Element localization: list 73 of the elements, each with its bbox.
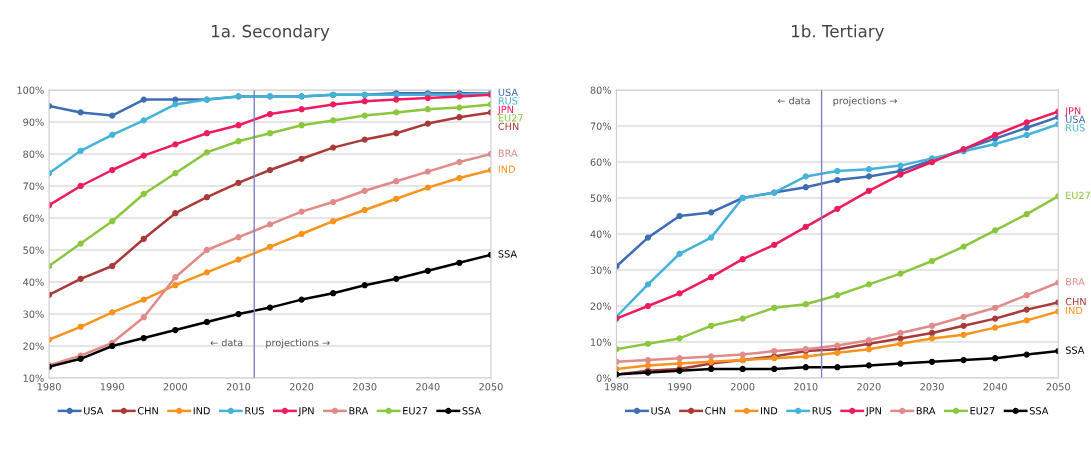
legend-label: CHN <box>137 407 158 415</box>
text: IND <box>1066 306 1083 315</box>
y-tick-label: 40% <box>23 278 44 286</box>
text: RUS <box>498 97 518 105</box>
y-tick-label: 20% <box>23 342 44 350</box>
text: JPN <box>497 105 513 115</box>
text: SSA <box>1065 346 1085 354</box>
annotation: projections → <box>833 96 898 107</box>
y-tick-label: 100% <box>17 86 44 94</box>
x-tick-label: 1980 <box>605 383 629 391</box>
y-tick-label: 10% <box>591 338 612 346</box>
legend-label: EU27 <box>970 407 995 415</box>
y-tick-label: 70% <box>590 122 612 130</box>
x-tick-label: 2030 <box>920 383 944 391</box>
legend-label: USA <box>84 407 104 415</box>
x-tick-label: 2050 <box>1046 383 1070 391</box>
text: JPN <box>1064 107 1081 117</box>
text: BRA <box>498 149 518 157</box>
annotation: ← data <box>210 338 243 347</box>
annotation: projections → <box>266 338 330 349</box>
text: BRA <box>1066 278 1085 286</box>
y-tick-label: 70% <box>23 182 44 190</box>
y-tick-label: 30% <box>590 266 612 274</box>
y-tick-label: 0% <box>596 374 612 382</box>
legend-label: BRA <box>916 407 936 415</box>
chart-title: 1b. Tertiary <box>792 24 885 41</box>
x-tick-label: 1990 <box>100 383 124 391</box>
text: SSA <box>498 250 517 258</box>
text: EU27 <box>1066 191 1091 200</box>
x-tick-label: 2000 <box>163 383 188 391</box>
y-tick-label: 50% <box>590 194 612 202</box>
y-tick-label: 80% <box>23 150 44 158</box>
legend-label: BRA <box>349 407 369 415</box>
x-tick-label: 2030 <box>353 383 377 391</box>
chart-title: 1a. Secondary <box>212 24 330 41</box>
x-tick-label: 2000 <box>731 383 755 391</box>
legend-label: USA <box>651 407 671 415</box>
annotation: ← data <box>777 96 810 105</box>
legend-label: IND <box>761 407 778 415</box>
legend-label: CHN <box>705 407 726 415</box>
text: USA <box>1066 115 1086 123</box>
y-tick-label: 50% <box>23 246 44 254</box>
y-tick-label: 30% <box>23 310 44 318</box>
y-tick-label: 10% <box>23 374 44 382</box>
x-tick-label: 2010 <box>226 383 251 391</box>
x-tick-label: 1980 <box>37 383 61 391</box>
legend-label: SSA <box>462 407 482 415</box>
text: RUS <box>1066 124 1085 132</box>
text: CHN <box>1065 297 1086 306</box>
x-tick-label: 2050 <box>479 383 503 391</box>
x-tick-label: 2040 <box>416 383 440 391</box>
x-tick-label: 2020 <box>857 383 881 391</box>
legend-label: RUS <box>812 407 832 415</box>
x-tick-label: 2010 <box>794 383 818 391</box>
legend-label: JPN <box>865 407 881 417</box>
x-tick-label: 1990 <box>668 383 692 391</box>
y-tick-label: 40% <box>590 230 612 238</box>
x-tick-label: 2020 <box>289 383 314 391</box>
legend-label: JPN <box>298 407 314 417</box>
text: IND <box>498 165 515 173</box>
y-tick-label: 80% <box>590 86 612 94</box>
legend-label: RUS <box>245 407 264 415</box>
y-tick-label: 20% <box>590 302 612 310</box>
y-tick-label: 90% <box>23 118 44 126</box>
text: EU27 <box>498 114 523 122</box>
legend-label: EU27 <box>403 407 428 415</box>
legend-label: IND <box>193 407 210 415</box>
y-tick-label: 60% <box>590 158 612 166</box>
text: CHN <box>498 122 519 131</box>
legend-label: SSA <box>1029 407 1049 415</box>
y-tick-label: 60% <box>23 214 44 222</box>
x-tick-label: 2040 <box>983 383 1007 391</box>
text: USA <box>498 88 518 97</box>
